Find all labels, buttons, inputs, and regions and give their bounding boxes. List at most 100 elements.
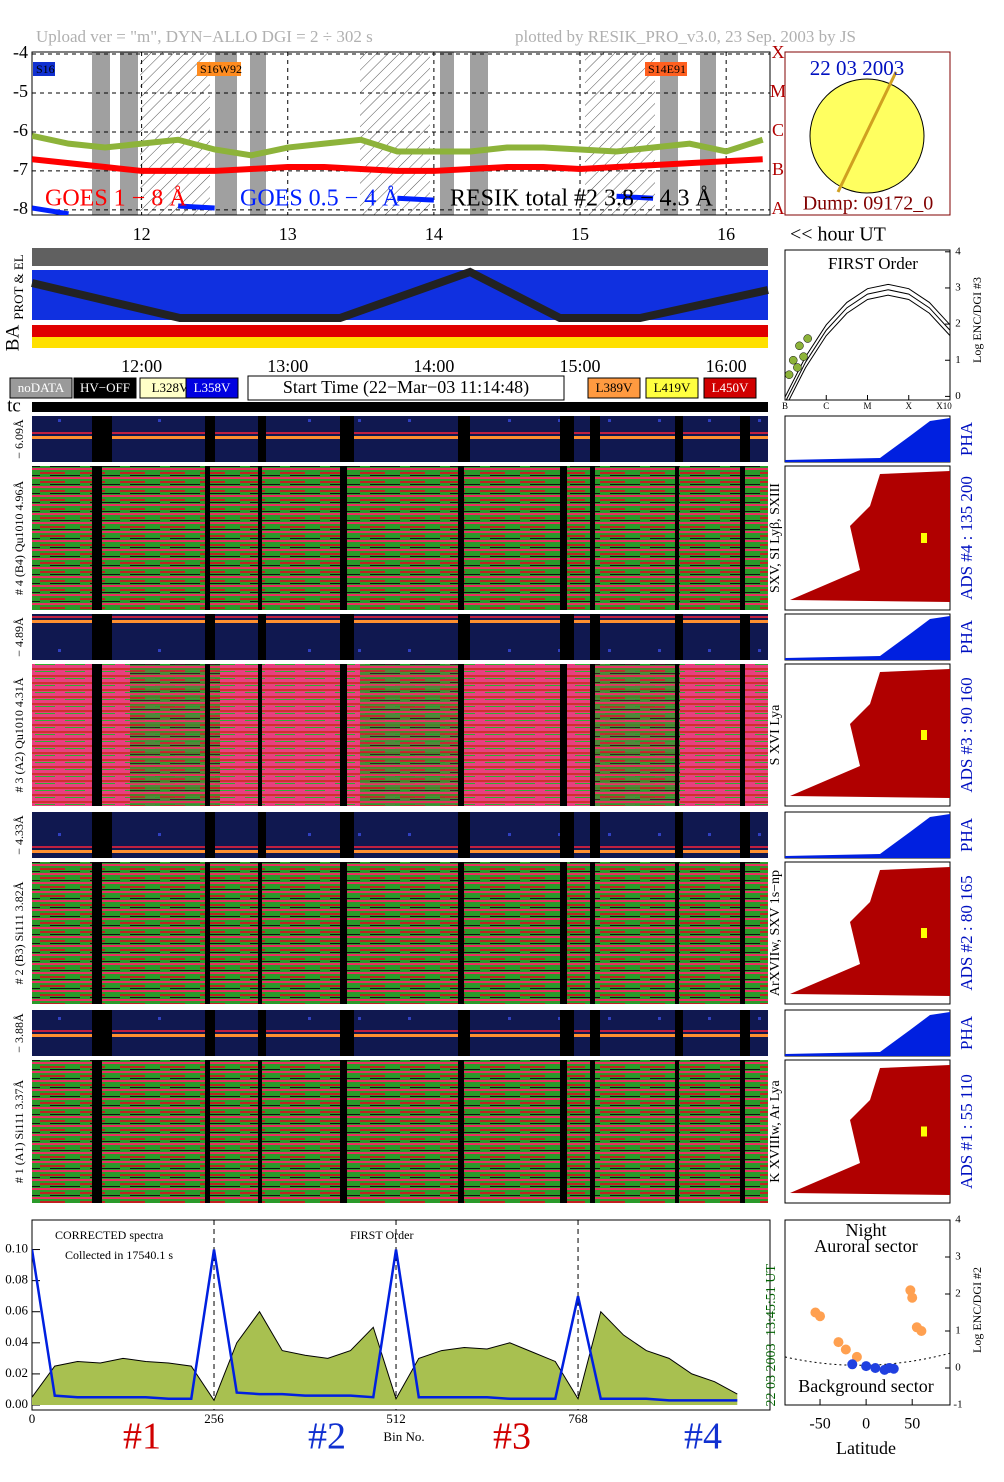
x-tick-label: 512 (386, 1411, 406, 1426)
y-tick-label: 2 (955, 318, 961, 330)
x-tick-label: M (863, 401, 871, 411)
x-tick-label: 768 (568, 1411, 588, 1426)
start-box (247, 375, 565, 401)
x-tick-label: 13 (279, 224, 297, 244)
gap (675, 466, 679, 610)
x-tick-label: 50 (904, 1416, 920, 1433)
point (907, 1292, 918, 1303)
header-left: Upload ver = "m", DYN−ALLO DGI = 2 ÷ 302… (36, 27, 373, 46)
pha-range: − 4.33Å (12, 815, 26, 855)
y2-tick-label: A (772, 198, 785, 218)
gap (740, 466, 745, 610)
gap (740, 812, 750, 858)
gap (340, 614, 354, 660)
gap (340, 812, 354, 858)
ads-marker (921, 928, 927, 938)
legend-box (703, 377, 757, 399)
ads-profile (790, 867, 950, 996)
gap (590, 1060, 595, 1203)
gap (92, 466, 102, 610)
sun-frame (784, 51, 951, 216)
region-label: S16 (36, 62, 55, 76)
y-tick-label: 4 (955, 245, 961, 257)
y-tick-label: 0.04 (5, 1334, 28, 1349)
annotation: 22 03 2003 (764, 1344, 779, 1407)
annotation: FIRST Order (350, 1228, 413, 1242)
area (32, 1311, 738, 1405)
gap (590, 614, 600, 660)
clock-label: 15:00 (560, 356, 601, 376)
line (785, 283, 950, 398)
chart-title: FIRST Order (828, 254, 918, 273)
start-time: Start Time (22−Mar−03 11:14:48) (283, 377, 529, 398)
legend-box (185, 377, 239, 399)
annotation: Night (845, 1220, 886, 1240)
plot-frame (31, 51, 771, 216)
channel-label: # 4 (B4) Qu1010 4.96Å (12, 481, 26, 596)
sun-dump: Dump: 09172_0 (803, 193, 934, 215)
gap (675, 1060, 679, 1203)
y-tick-label: 3 (955, 1251, 961, 1263)
point (784, 370, 794, 379)
gap (590, 416, 600, 462)
header-right: plotted by RESIK_PRO_v3.0, 23 Sep. 2003 … (515, 27, 856, 46)
gap (205, 862, 210, 1004)
gap (590, 812, 600, 858)
point (833, 1337, 844, 1348)
gap (92, 614, 112, 660)
boundary-curve (784, 1352, 951, 1366)
gap (458, 466, 464, 610)
gap (458, 614, 470, 660)
x-tick-label: 14 (425, 224, 443, 244)
line-label: K XVIIIw, Ar Lya (768, 1079, 783, 1182)
legend-label: GOES 0.5 − 4 Å (240, 186, 400, 212)
y-tick-label: 0.08 (5, 1272, 28, 1287)
ads-label: ADS #2 : 80 165 (957, 875, 976, 990)
gap (590, 466, 595, 610)
ads-profile (790, 1065, 950, 1195)
legend-box (645, 377, 699, 399)
spectrogram-band (590, 1060, 680, 1203)
gap (740, 614, 750, 660)
gap (258, 812, 266, 858)
x-axis-label: Latitude (836, 1438, 896, 1458)
gap (92, 1060, 102, 1203)
legend-box (73, 377, 137, 399)
tc-strip (32, 402, 768, 412)
gap (258, 466, 262, 610)
pha-label: PHA (957, 817, 976, 852)
gap (740, 862, 745, 1004)
pha-spectrogram (32, 812, 768, 858)
y-tick-label: 0 (955, 390, 961, 402)
ads-marker (921, 533, 927, 543)
ads-marker (921, 730, 927, 740)
x-tick-label: 12 (133, 224, 151, 244)
gap (458, 1010, 470, 1056)
line (32, 1249, 738, 1402)
y-tick-label: 1 (955, 1325, 961, 1337)
point (803, 334, 812, 343)
gap (560, 664, 567, 806)
x-axis-label: Bin No. (383, 1429, 424, 1444)
legend-label: L450V (712, 380, 749, 395)
pha-profile (785, 418, 950, 462)
point (815, 1311, 826, 1322)
ads-profile (790, 669, 950, 798)
channel-label: # 2 (B3) Si111 3.82Å (12, 881, 26, 984)
gap (560, 416, 574, 462)
spectrogram-band (360, 664, 460, 806)
gap (675, 664, 679, 806)
gap (205, 1010, 215, 1056)
spectrogram-band (360, 862, 460, 1004)
y-tick-label: -5 (13, 81, 28, 101)
y-tick-label: 3 (955, 281, 961, 293)
region-label: S14E91 (648, 62, 686, 76)
line (32, 132, 764, 159)
pha-spectrogram (32, 1010, 768, 1056)
gap (205, 614, 215, 660)
y-tick-label: 1 (955, 354, 961, 366)
pha-range: − 6.09Å (12, 419, 26, 459)
y-tick-label: 0 (955, 1362, 961, 1374)
y-tick-label: -8 (13, 198, 28, 218)
annotation: Background sector (798, 1376, 933, 1396)
